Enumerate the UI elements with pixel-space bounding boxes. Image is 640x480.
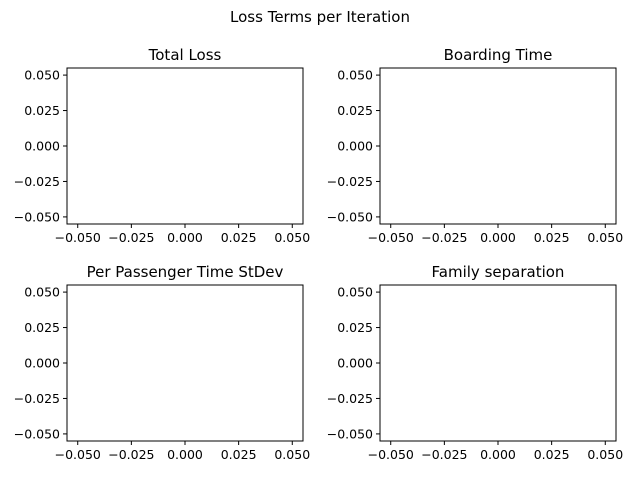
subplot-2: Boarding Time −0.050 −0.025 0.000 0.025 0.050…: [327, 46, 623, 245]
y-tick-label: 0.025: [24, 320, 60, 335]
y-tick-label: 0.000: [337, 139, 373, 154]
subplot-title: Family separation: [432, 263, 565, 281]
axes-frame: [379, 284, 617, 442]
x-tick-label: −0.025: [108, 230, 154, 245]
x-tick-label: 0.050: [587, 447, 623, 462]
subplot-1: Total Loss −0.050 −0.025 0.000 0.025 0.050 −0.…: [14, 46, 310, 245]
y-tick-label: 0.050: [337, 285, 373, 300]
y-tick-label: −0.025: [14, 391, 60, 406]
subplot-title: Boarding Time: [444, 46, 553, 64]
x-tick-label: −0.050: [55, 447, 101, 462]
y-tick-label: 0.050: [24, 68, 60, 83]
y-tick-label: 0.025: [24, 103, 60, 118]
subplot-title: Total Loss: [148, 46, 222, 64]
y-tick-label: 0.025: [337, 320, 373, 335]
y-tick-label: 0.025: [337, 103, 373, 118]
x-tick-label: 0.025: [534, 447, 570, 462]
axes-frame: [379, 67, 617, 225]
x-tick-label: −0.025: [421, 447, 467, 462]
subplot-4: Family separation −0.050 −0.025 0.000 0.025 0…: [327, 263, 623, 462]
x-tick-label: −0.025: [421, 230, 467, 245]
y-tick-label: −0.025: [14, 174, 60, 189]
x-tick-label: 0.050: [587, 230, 623, 245]
y-tick-label: −0.050: [14, 426, 60, 441]
y-tick-label: −0.050: [327, 426, 373, 441]
y-tick-label: 0.050: [337, 68, 373, 83]
x-tick-label: 0.025: [221, 230, 257, 245]
axes-frame: [66, 67, 304, 225]
y-tick-label: −0.025: [327, 174, 373, 189]
y-tick-label: 0.000: [24, 356, 60, 371]
y-tick-label: 0.050: [24, 285, 60, 300]
x-tick-label: 0.000: [480, 447, 516, 462]
y-tick-label: 0.000: [337, 356, 373, 371]
subplot-grid: Total Loss −0.050 −0.025 0.000 0.025 0.050 −0.…: [14, 46, 623, 462]
subplot-title: Per Passenger Time StDev: [87, 263, 284, 281]
x-tick-label: 0.000: [167, 447, 203, 462]
figure-suptitle: Loss Terms per Iteration: [230, 8, 410, 26]
y-tick-label: 0.000: [24, 139, 60, 154]
y-tick-label: −0.050: [14, 209, 60, 224]
x-tick-label: 0.000: [167, 230, 203, 245]
x-tick-label: −0.050: [368, 230, 414, 245]
y-tick-label: −0.050: [327, 209, 373, 224]
x-tick-label: 0.050: [274, 230, 310, 245]
subplot-3: Per Passenger Time StDev −0.050 −0.025 0.00…: [14, 263, 310, 462]
x-tick-label: 0.025: [221, 447, 257, 462]
x-tick-label: −0.050: [55, 230, 101, 245]
y-tick-label: −0.025: [327, 391, 373, 406]
x-tick-label: 0.050: [274, 447, 310, 462]
x-tick-label: −0.025: [108, 447, 154, 462]
x-tick-label: 0.025: [534, 230, 570, 245]
x-tick-label: −0.050: [368, 447, 414, 462]
axes-frame: [66, 284, 304, 442]
x-tick-label: 0.000: [480, 230, 516, 245]
